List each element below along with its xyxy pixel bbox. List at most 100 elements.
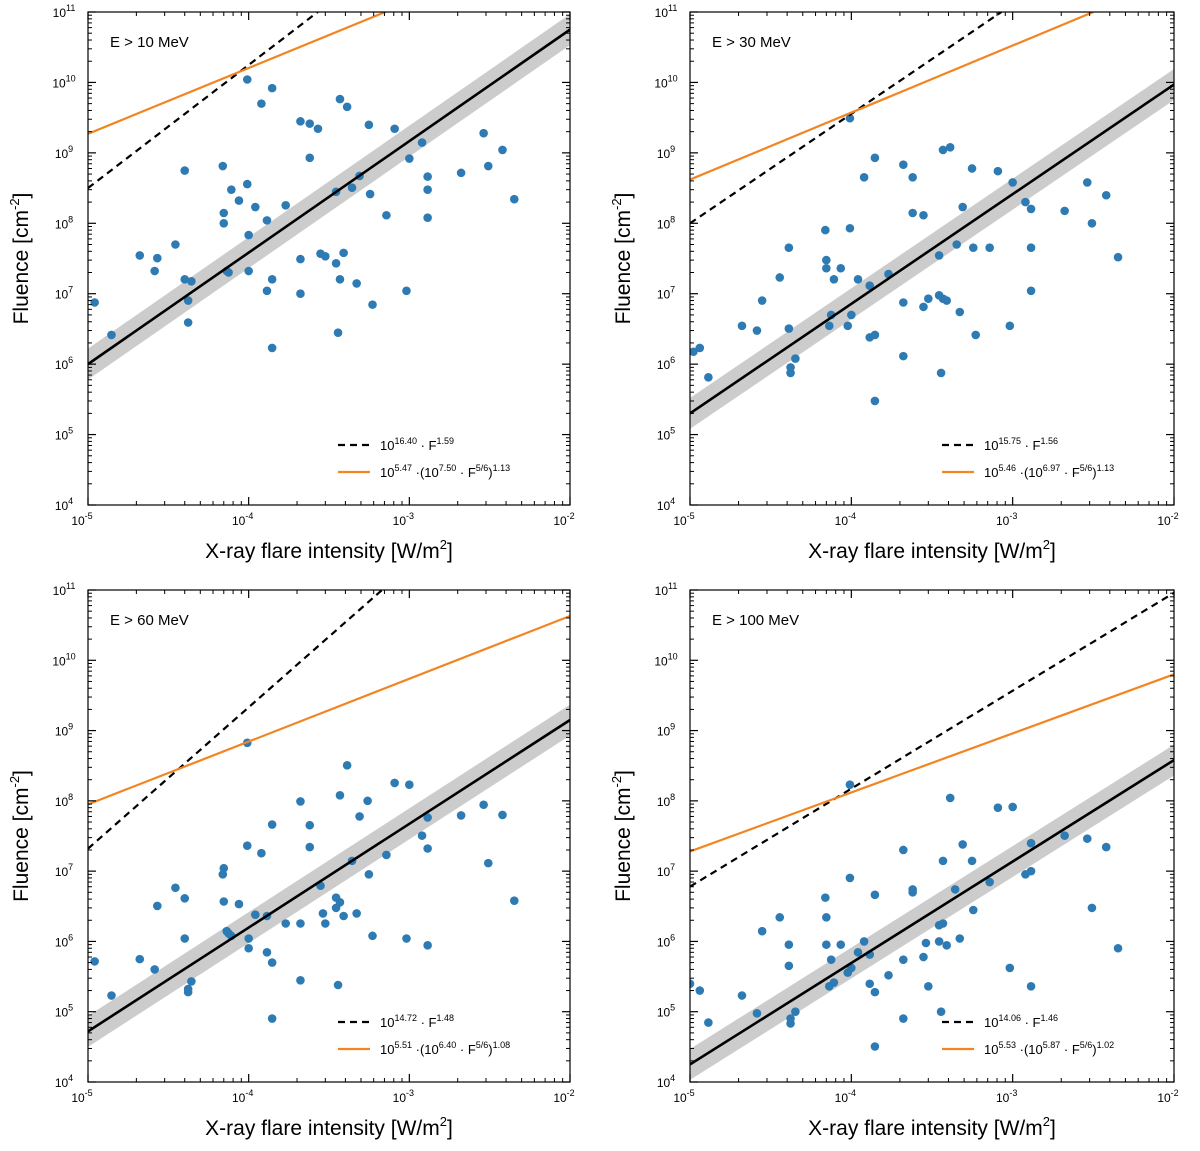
data-point bbox=[335, 898, 345, 907]
y-tick-label: 108 bbox=[657, 792, 675, 809]
orange-upper-bound-line bbox=[88, 12, 386, 135]
data-point bbox=[423, 172, 432, 181]
data-point bbox=[1005, 963, 1015, 973]
data-point bbox=[281, 201, 290, 210]
data-point bbox=[339, 248, 348, 258]
data-point bbox=[865, 979, 875, 989]
data-point bbox=[1087, 903, 1097, 913]
legend: 1015.75 · F1.56 105.46 ·(106.97 · F5/6)1.… bbox=[942, 436, 1114, 480]
x-tick-label: 10-3 bbox=[996, 1088, 1017, 1105]
data-point bbox=[368, 931, 377, 941]
y-tick-label: 104 bbox=[55, 1073, 73, 1090]
data-point bbox=[153, 901, 162, 911]
data-point bbox=[234, 196, 244, 205]
data-point bbox=[786, 1019, 795, 1028]
data-point bbox=[899, 298, 908, 307]
data-point bbox=[321, 919, 330, 928]
legend-dashed-label: 1016.40 · F1.59 bbox=[380, 436, 454, 453]
y-tick-label: 106 bbox=[657, 932, 675, 949]
data-point bbox=[183, 296, 193, 305]
data-point bbox=[347, 183, 357, 193]
data-point bbox=[296, 117, 305, 126]
data-point bbox=[342, 102, 352, 112]
legend-orange-label: 105.51 ·(106.40 · F5/6)1.08 bbox=[380, 1040, 510, 1057]
data-point bbox=[853, 275, 863, 284]
x-tick-label: 10-4 bbox=[835, 1088, 856, 1105]
data-point bbox=[267, 343, 277, 353]
data-point bbox=[870, 330, 880, 340]
data-point bbox=[296, 975, 305, 985]
data-point bbox=[244, 266, 253, 276]
data-point bbox=[153, 253, 162, 263]
x-axis-label: X-ray flare intensity [W/m2] bbox=[205, 537, 453, 563]
orange-upper-bound-line bbox=[88, 614, 570, 806]
data-point bbox=[870, 987, 880, 997]
y-axis-label: Fluence [cm-2] bbox=[7, 193, 33, 325]
data-point bbox=[390, 124, 399, 134]
data-point bbox=[936, 368, 946, 378]
data-point bbox=[187, 977, 196, 986]
data-point bbox=[257, 99, 266, 108]
y-tick-label: 106 bbox=[657, 355, 675, 372]
data-point bbox=[836, 940, 846, 949]
panel-title: E > 60 MeV bbox=[110, 612, 189, 629]
data-point bbox=[1008, 178, 1017, 187]
data-point bbox=[822, 913, 831, 922]
data-point bbox=[859, 937, 869, 946]
y-tick-label: 1010 bbox=[52, 73, 75, 90]
data-point bbox=[305, 119, 315, 128]
data-point bbox=[919, 952, 928, 962]
data-point bbox=[1026, 243, 1036, 253]
data-point bbox=[262, 948, 272, 957]
y-tick-label: 104 bbox=[657, 1073, 675, 1090]
data-point bbox=[498, 810, 507, 820]
fit-line bbox=[88, 718, 570, 1033]
data-point bbox=[938, 856, 948, 866]
data-point bbox=[171, 240, 180, 249]
x-tick-label: 10-5 bbox=[673, 511, 694, 528]
data-point bbox=[945, 142, 955, 152]
data-point bbox=[227, 185, 236, 194]
data-point bbox=[690, 979, 695, 989]
data-point bbox=[187, 277, 196, 286]
y-tick-label: 1011 bbox=[53, 581, 76, 598]
data-point bbox=[908, 888, 917, 897]
data-point bbox=[423, 941, 432, 950]
data-point bbox=[1026, 981, 1036, 991]
data-point bbox=[483, 161, 493, 171]
y-tick-label: 107 bbox=[55, 862, 73, 879]
y-tick-label: 1011 bbox=[655, 3, 678, 20]
data-point bbox=[150, 965, 159, 974]
data-point bbox=[859, 172, 869, 182]
data-point bbox=[244, 943, 253, 953]
axes-frame bbox=[689, 589, 1175, 1083]
data-point bbox=[921, 938, 931, 948]
data-point bbox=[950, 885, 960, 894]
data-point bbox=[219, 863, 229, 873]
panel-title: E > 10 MeV bbox=[110, 34, 189, 51]
y-tick-label: 108 bbox=[55, 214, 73, 231]
x-tick-label: 10-5 bbox=[71, 1088, 92, 1105]
data-point bbox=[107, 330, 116, 340]
data-point bbox=[757, 296, 767, 305]
x-tick-label: 10-3 bbox=[393, 511, 414, 528]
y-tick-label: 109 bbox=[55, 144, 73, 161]
data-point bbox=[1026, 204, 1036, 214]
x-tick-label: 10-3 bbox=[393, 1088, 414, 1105]
data-point bbox=[509, 194, 519, 204]
data-point bbox=[479, 800, 488, 810]
data-point bbox=[251, 202, 260, 212]
data-point bbox=[405, 780, 414, 789]
y-tick-label: 105 bbox=[55, 1003, 73, 1020]
x-tick-label: 10-4 bbox=[232, 1088, 253, 1105]
dashed-upper-bound-line bbox=[690, 591, 1174, 888]
data-point bbox=[955, 934, 965, 943]
data-point bbox=[402, 286, 411, 296]
data-point bbox=[382, 850, 391, 860]
data-point bbox=[244, 934, 253, 943]
x-tick-label: 10-5 bbox=[673, 1088, 694, 1105]
data-point bbox=[845, 223, 855, 233]
data-point bbox=[993, 166, 1003, 176]
data-point bbox=[971, 330, 980, 340]
